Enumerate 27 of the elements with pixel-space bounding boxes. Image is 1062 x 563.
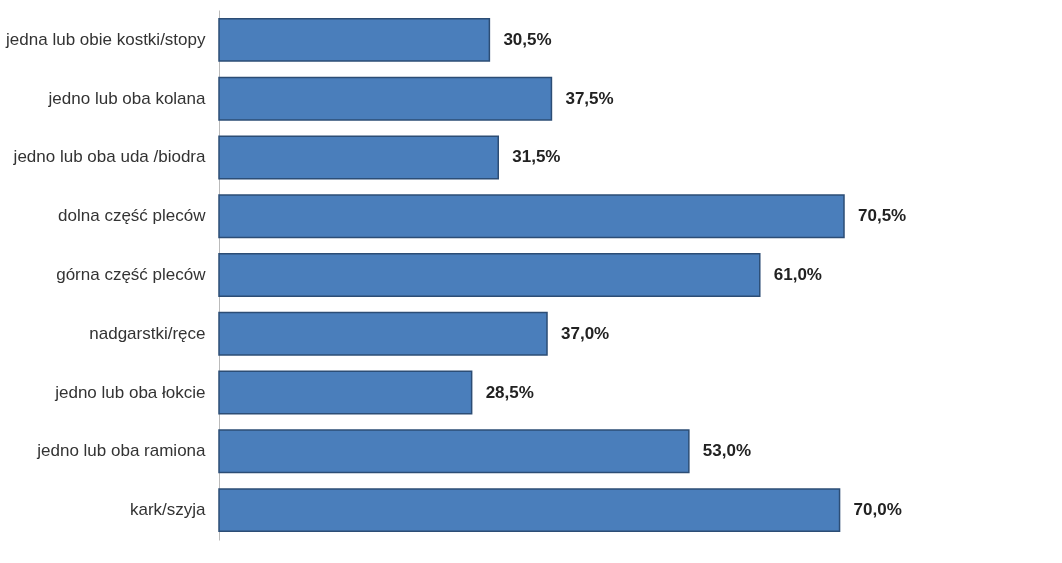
data-label: 31,5% <box>512 147 561 167</box>
bar <box>218 370 473 415</box>
bar <box>218 429 690 474</box>
bar <box>218 76 553 121</box>
data-label: 37,0% <box>561 323 610 343</box>
bar <box>218 311 548 356</box>
bar <box>218 18 491 62</box>
y-tick-label: kark/szyja <box>129 500 207 520</box>
y-tick-label: jedno lub oba uda /biodra <box>12 147 207 167</box>
y-tick-label: jedna lub obie kostki/stopy <box>5 29 206 49</box>
y-tick-label: jedno lub oba łokcie <box>54 382 206 402</box>
data-label: 37,5% <box>565 88 614 108</box>
y-tick-label: jedno lub oba ramiona <box>36 441 207 461</box>
data-label: 28,5% <box>485 382 534 402</box>
data-label: 53,0% <box>702 441 752 461</box>
y-tick-label: nadgarstki/ręce <box>89 323 206 343</box>
data-label: 70,5% <box>858 206 907 226</box>
data-label: 61,0% <box>773 265 822 284</box>
data-label: 70,0% <box>853 500 902 520</box>
bar <box>218 194 845 239</box>
y-tick-label: dolna część pleców <box>58 206 207 226</box>
bar <box>218 253 761 297</box>
data-label: 30,5% <box>503 29 552 49</box>
y-tick-label: górna część pleców <box>56 265 207 284</box>
bar <box>218 135 500 180</box>
y-tick-label: jedno lub oba kolana <box>47 88 207 108</box>
bar <box>218 488 841 532</box>
